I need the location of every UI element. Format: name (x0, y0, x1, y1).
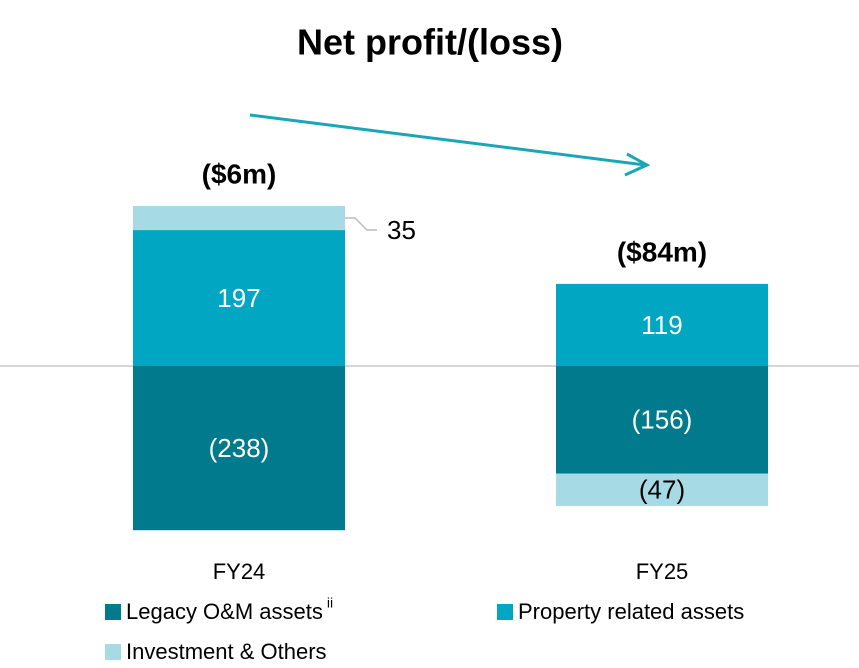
bar-segment (556, 283, 768, 366)
trend-arrow (249, 113, 651, 177)
total-label: ($6m) (202, 158, 277, 189)
x-tick-label: FY25 (636, 559, 689, 584)
bar-segment (133, 366, 345, 531)
legend-label: Investment & Others (126, 639, 327, 664)
legend-item: Investment & Others (105, 639, 327, 664)
bar-segment (556, 473, 768, 507)
legend-label: Legacy O&M assets (126, 599, 323, 624)
legend-footnote: ii (327, 595, 333, 611)
value-label: (238) (209, 433, 270, 463)
legend-swatch (497, 604, 513, 620)
value-label: 35 (387, 215, 416, 245)
bar-segment (556, 366, 768, 474)
legend-swatch (105, 644, 121, 660)
legend-label: Property related assets (518, 599, 744, 624)
value-label: 197 (217, 283, 260, 313)
total-label: ($84m) (617, 236, 707, 267)
bar-segment (133, 205, 345, 231)
value-label: (156) (632, 405, 693, 435)
chart-title: Net profit/(loss) (297, 22, 563, 63)
legend-item: Legacy O&M assets ii (105, 595, 333, 624)
bar-segment (133, 230, 345, 366)
legend-swatch (105, 604, 121, 620)
legend-item: Property related assets (497, 599, 744, 624)
leader-line (345, 217, 377, 231)
value-label: (47) (639, 475, 685, 505)
value-label: 119 (641, 310, 682, 340)
x-tick-label: FY24 (213, 559, 266, 584)
